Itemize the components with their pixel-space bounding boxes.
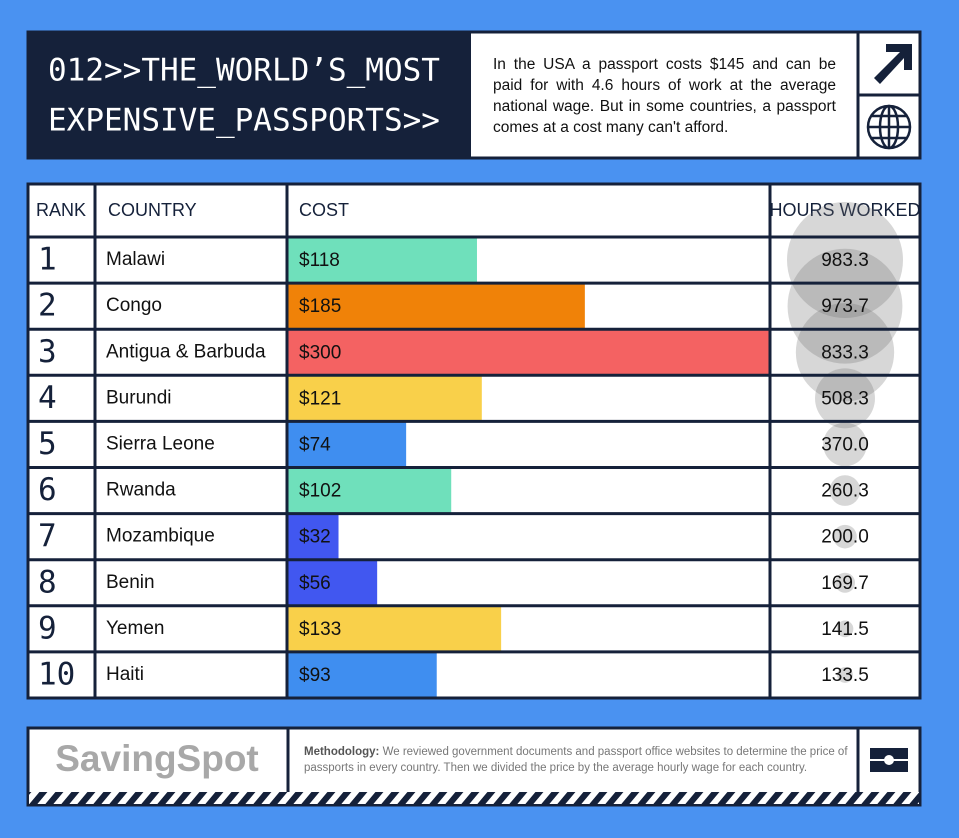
rank: 6 xyxy=(38,472,57,508)
column-header: COUNTRY xyxy=(108,200,197,220)
cost-bar xyxy=(287,237,477,284)
rank: 3 xyxy=(38,334,57,370)
brand: SavingSpot xyxy=(55,738,259,779)
rank: 9 xyxy=(38,610,57,646)
rank: 4 xyxy=(38,380,57,416)
cost-label: $300 xyxy=(299,342,341,363)
hours-label: 370.0 xyxy=(821,434,869,455)
hours-label: 260.3 xyxy=(821,481,869,502)
hours-bubble xyxy=(795,303,895,402)
rank: 5 xyxy=(38,426,57,462)
rank: 2 xyxy=(38,288,57,324)
cost-label: $102 xyxy=(299,481,341,502)
hours-bubble xyxy=(787,202,903,319)
country: Sierra Leone xyxy=(106,433,215,454)
cost-bar xyxy=(287,421,407,468)
cost-label: $74 xyxy=(299,434,331,455)
cost-bar xyxy=(287,513,339,560)
hours-bubble xyxy=(787,248,903,364)
hours-label: 200.0 xyxy=(821,527,869,548)
cost-bar xyxy=(287,329,770,376)
hours-label: 133.5 xyxy=(821,665,869,686)
column-header: HOURS WORKED xyxy=(769,200,920,220)
description: In the USA a passport costs $145 and can… xyxy=(493,56,836,136)
hours-bubble xyxy=(837,667,853,683)
country: Antigua & Barbuda xyxy=(106,341,266,362)
cost-label: $32 xyxy=(299,527,331,548)
header-title-box xyxy=(28,32,471,158)
cost-label: $56 xyxy=(299,573,331,594)
column-header: COST xyxy=(299,200,349,220)
cost-label: $121 xyxy=(299,388,341,409)
hours-label: 983.3 xyxy=(821,250,869,271)
title-line: 012>>THE_WORLD’S_MOST xyxy=(48,53,440,89)
country: Haiti xyxy=(106,664,144,685)
hours-label: 973.7 xyxy=(821,296,869,317)
rank: 10 xyxy=(38,656,75,692)
methodology: Methodology: We reviewed government docu… xyxy=(304,744,848,776)
country: Mozambique xyxy=(106,526,215,547)
ticket-icon xyxy=(870,748,908,772)
cost-label: $93 xyxy=(299,665,331,686)
title-line: EXPENSIVE_PASSPORTS>> xyxy=(48,103,440,139)
country: Yemen xyxy=(106,618,164,639)
hours-bubble xyxy=(823,422,867,467)
cost-label: $185 xyxy=(299,296,341,317)
rank: 1 xyxy=(38,242,57,278)
country: Rwanda xyxy=(106,480,176,501)
globe-icon xyxy=(866,104,912,150)
stripe xyxy=(29,792,919,804)
cost-bar xyxy=(287,651,437,698)
cost-bar xyxy=(287,375,482,422)
rank: 7 xyxy=(38,518,57,554)
cost-bar xyxy=(287,559,378,606)
country: Benin xyxy=(106,572,155,593)
hours-bubble xyxy=(833,524,857,549)
column-header: RANK xyxy=(36,200,86,220)
arrow-icon xyxy=(874,44,912,84)
methodology-text: We reviewed government documents and pas… xyxy=(304,746,848,774)
cost-bar xyxy=(287,283,585,330)
hours-label: 833.3 xyxy=(821,342,869,363)
cost-bar xyxy=(287,467,452,514)
rank: 8 xyxy=(38,564,57,600)
country: Malawi xyxy=(106,249,165,270)
cost-label: $133 xyxy=(299,619,341,640)
cost-label: $118 xyxy=(299,250,340,271)
cost-bar xyxy=(287,605,502,652)
hours-bubble xyxy=(834,572,856,593)
hours-bubble xyxy=(829,475,861,506)
hours-bubble xyxy=(836,620,854,638)
hours-label: 141.5 xyxy=(821,619,869,640)
methodology-label: Methodology: xyxy=(304,746,380,758)
hours-label: 169.7 xyxy=(821,573,869,594)
country: Burundi xyxy=(106,387,172,408)
hours-label: 508.3 xyxy=(821,388,869,409)
country: Congo xyxy=(106,295,162,316)
hours-bubble xyxy=(815,368,875,429)
